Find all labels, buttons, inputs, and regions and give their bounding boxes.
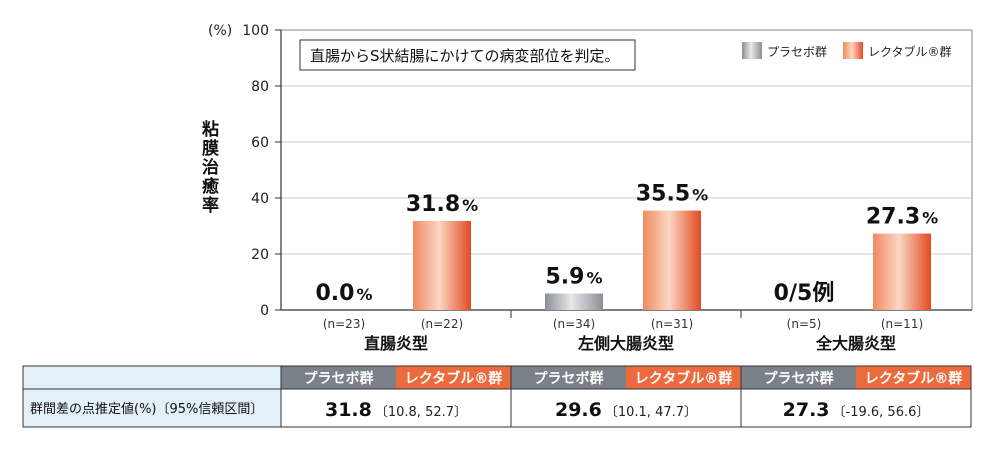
table-header-placebo-cell [281, 366, 396, 389]
note-text: 直腸からS状結腸にかけての病変部位を判定。 [310, 47, 620, 65]
sample-size-labels: (n=23) (n=22) (n=34) (n=31) (n=5) (n=11) [323, 317, 923, 331]
bar-rectabul [643, 210, 701, 310]
y-axis: 0 20 40 60 80 100 (%) 粘膜治癒率 [198, 23, 282, 319]
table-grid [22, 365, 972, 428]
category-label: 左側大腸炎型 [577, 334, 674, 353]
bar-value-label: 5.9% [545, 264, 602, 289]
note-frame [299, 39, 636, 71]
bar-rectabul [413, 220, 471, 310]
table-row-label: 群間差の点推定値(%)〔95%信頼区間〕 [30, 401, 263, 417]
bar-rectabul [873, 233, 931, 310]
table-header-rectabul: レクタブル®群 [635, 370, 732, 387]
bar-value-label: 0/5例 [774, 281, 835, 306]
category-label: 直腸炎型 [364, 334, 428, 353]
category-labels: 直腸炎型 左側大腸炎型 全大腸炎型 [364, 334, 896, 353]
table-header-rectabul-cell [396, 366, 511, 389]
y-tick-label: 40 [251, 191, 269, 207]
bar-value-labels: 0.0 % 31.8 % 5.9 % 35.5 % 0/5例 27.3% [315, 182, 938, 306]
results-table: プラセボ群 レクタブル®群 プラセボ群 レクタブル®群 プラセボ群 レクタブル®群 群間差… [22, 365, 972, 428]
sample-size-label: (n=11) [881, 317, 923, 331]
sample-size-label: (n=22) [421, 317, 463, 331]
sample-size-label: (n=5) [787, 317, 822, 331]
note-box: 直腸からS状結腸にかけての病変部位を判定。 [299, 39, 636, 71]
y-tick-labels: 0 20 40 60 80 100 [242, 23, 281, 319]
table-estimate-cell: 31.8 〔10.8, 52.7〕 [325, 399, 467, 421]
table-values: 31.8 〔10.8, 52.7〕 29.6 〔10.1, 47.7〕 27.3 〔-19… [325, 399, 929, 421]
gridlines [281, 85, 971, 255]
legend-swatch-rectabul [843, 42, 863, 59]
bar-value-label: 31.8% [406, 192, 478, 217]
category-label: 全大腸炎型 [815, 334, 896, 353]
table-header-placebo: プラセボ群 [534, 370, 604, 387]
y-tick-label: 0 [260, 303, 269, 319]
y-unit-label: (%) [208, 23, 232, 39]
plot-frame [281, 29, 973, 310]
bars [413, 210, 931, 310]
sample-size-label: (n=34) [553, 317, 595, 331]
table-corner-cell [23, 366, 281, 389]
legend-swatch-placebo [742, 42, 762, 59]
legend-label-placebo: プラセボ群 [767, 45, 827, 59]
y-tick-label: 60 [251, 135, 269, 151]
y-tick-label: 20 [251, 247, 269, 263]
table-headers: プラセボ群 レクタブル®群 プラセボ群 レクタブル®群 プラセボ群 レクタブル®群 [281, 366, 971, 389]
table-body-cell [281, 389, 971, 427]
sample-size-label: (n=31) [651, 317, 693, 331]
bar-value-label: 35.5% [636, 182, 708, 207]
table-header-placebo: プラセボ群 [304, 370, 374, 387]
table-header-placebo: プラセボ群 [764, 370, 834, 387]
y-axis-title: 粘膜治癒率 [198, 119, 219, 215]
y-tick-label: 80 [251, 79, 269, 95]
table-row-label-cell [23, 389, 281, 427]
legend: プラセボ群 レクタブル®群 [742, 42, 952, 59]
table-estimate-cell: 27.3 〔-19.6, 56.6〕 [783, 399, 930, 421]
legend-label-rectabul: レクタブル®群 [868, 44, 952, 59]
table-header-placebo-cell [741, 366, 856, 389]
table-header-rectabul: レクタブル®群 [405, 370, 502, 387]
table-header-rectabul-cell [626, 366, 741, 389]
table-header-rectabul: レクタブル®群 [865, 370, 962, 387]
table-estimate-cell: 29.6 〔10.1, 47.7〕 [555, 399, 697, 421]
table-outer-border [22, 365, 972, 428]
bar-value-label: 27.3% [866, 205, 938, 230]
bar-value-label: 0.0% [315, 281, 372, 306]
bar-placebo [545, 293, 603, 310]
y-tick-label: 100 [242, 23, 269, 39]
table-header-rectabul-cell [856, 366, 971, 389]
table-header-placebo-cell [511, 366, 626, 389]
x-axis [281, 309, 972, 318]
sample-size-label: (n=23) [323, 317, 365, 331]
